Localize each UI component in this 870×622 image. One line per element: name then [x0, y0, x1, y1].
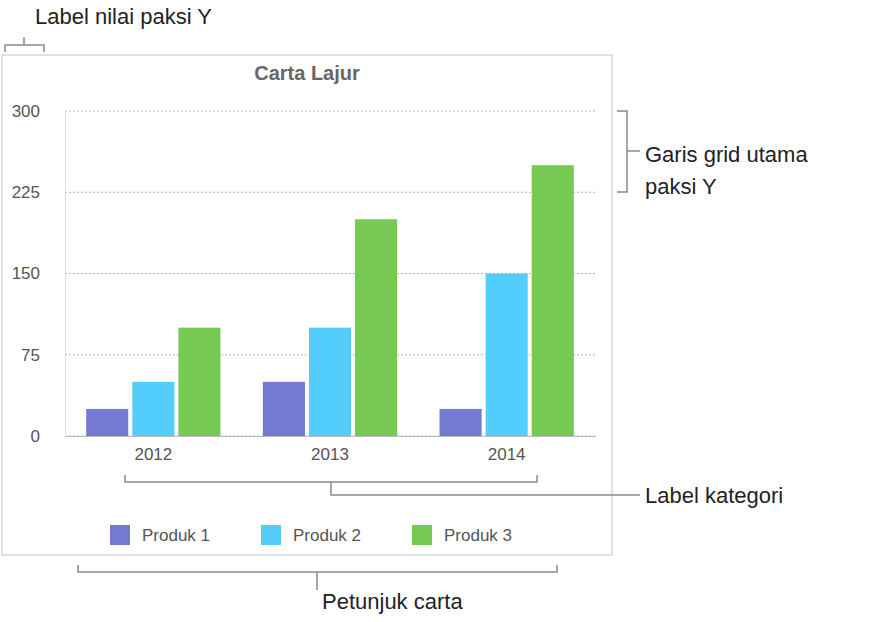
callout-bracket [617, 111, 640, 192]
bar [355, 219, 397, 436]
legend-item: Produk 3 [412, 525, 512, 545]
bar [178, 328, 220, 436]
x-tick: 2012 [134, 445, 172, 464]
bar [309, 328, 351, 436]
y-tick: 0 [31, 427, 65, 446]
chart-svg: Carta Lajur 0 75 150 225 300 2012 2013 2014 Produ… [0, 0, 870, 622]
y-tick-label: 225 [12, 183, 40, 202]
y-axis: 0 75 150 225 300 [12, 102, 66, 446]
x-tick: 2013 [311, 445, 349, 464]
y-tick: 300 [12, 102, 65, 121]
legend-swatch [261, 525, 281, 545]
callout-label: Label nilai paksi Y [35, 4, 212, 29]
y-axis-line [65, 112, 66, 437]
bar [263, 382, 305, 436]
x-tick-label: 2014 [488, 445, 526, 464]
y-tick: 225 [12, 183, 65, 202]
y-tick-label: 150 [12, 264, 40, 283]
y-tick-label: 0 [31, 427, 40, 446]
x-tick-label: 2013 [311, 445, 349, 464]
legend: Produk 1 Produk 2 Produk 3 [110, 525, 512, 545]
x-axis-line [66, 436, 596, 437]
legend-swatch [110, 525, 130, 545]
bar [532, 165, 574, 436]
grid-line [65, 111, 595, 112]
x-tick: 2014 [488, 445, 526, 464]
legend-label: Produk 1 [142, 526, 210, 545]
legend-swatch [412, 525, 432, 545]
chart-frame [2, 55, 612, 555]
bars [86, 165, 574, 436]
legend-label: Produk 3 [444, 526, 512, 545]
callout-bracket [78, 565, 557, 590]
y-tick-label: 75 [21, 346, 40, 365]
legend-item: Produk 1 [110, 525, 210, 545]
callout-bracket [5, 37, 44, 52]
legend-label: Produk 2 [293, 526, 361, 545]
bar [86, 409, 128, 436]
x-axis: 2012 2013 2014 [66, 437, 596, 465]
grid [65, 111, 595, 436]
legend-item: Produk 2 [261, 525, 361, 545]
callout-label: Label kategori [645, 483, 783, 508]
bar [440, 409, 482, 436]
annotations: Label nilai paksi Y Garis grid utamapaksi… [5, 4, 808, 614]
x-tick-label: 2012 [134, 445, 172, 464]
y-tick: 75 [21, 346, 65, 365]
callout-label: Garis grid utamapaksi Y [645, 142, 808, 199]
grid-line [65, 192, 595, 193]
callout-bracket [125, 475, 640, 495]
chart-title: Carta Lajur [254, 62, 360, 84]
bar [132, 382, 174, 436]
y-tick-label: 300 [12, 102, 40, 121]
y-tick: 150 [12, 264, 65, 283]
bar [486, 274, 528, 437]
callout-label: Petunjuk carta [322, 589, 463, 614]
